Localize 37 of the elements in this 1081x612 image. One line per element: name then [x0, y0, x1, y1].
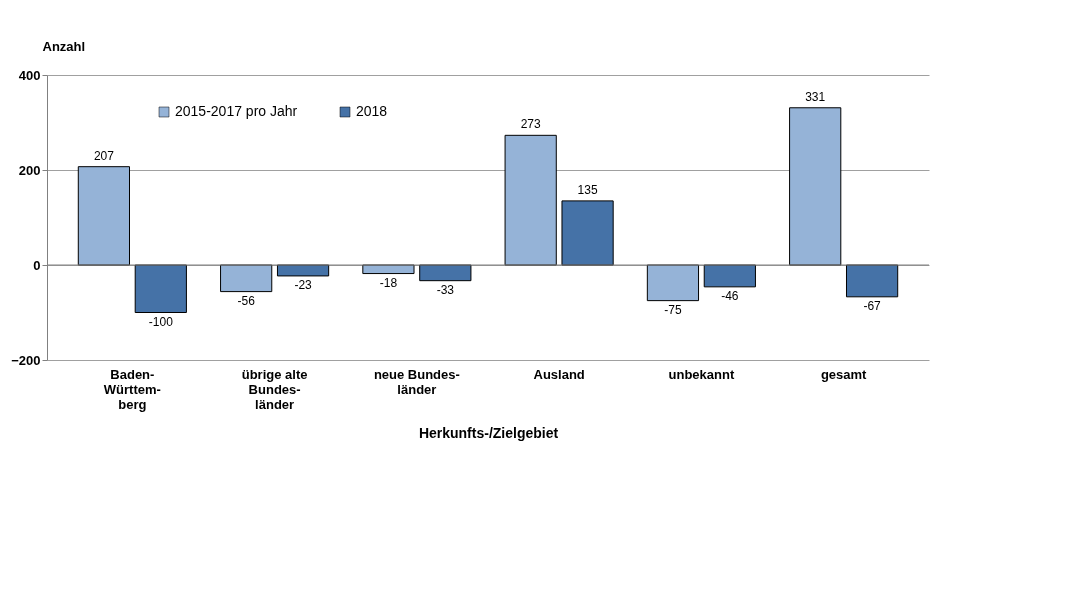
x-tick-label: Ausland — [533, 366, 585, 382]
bar — [276, 264, 330, 277]
bar — [789, 107, 842, 266]
x-tick-label: übrige alte Bundes- länder — [241, 366, 308, 412]
data-label: -18 — [379, 275, 398, 290]
bar — [220, 264, 273, 293]
data-label: -56 — [237, 293, 256, 308]
x-tick-label: unbekannt — [668, 366, 735, 382]
bar — [134, 264, 187, 313]
data-label: 273 — [520, 117, 542, 132]
bar — [703, 264, 756, 288]
y-tick-label: 400 — [18, 67, 41, 83]
data-label: 135 — [577, 182, 598, 197]
bar — [419, 264, 472, 282]
x-tick-label: gesamt — [820, 366, 868, 382]
data-label: -23 — [294, 277, 313, 292]
legend-label: 2018 — [356, 103, 388, 119]
bar — [646, 264, 700, 302]
y-tick-label: 0 — [33, 257, 41, 273]
data-label: -100 — [148, 314, 174, 329]
y-tick-label: 200 — [18, 162, 41, 178]
bar — [77, 166, 131, 266]
data-label: -46 — [721, 288, 739, 303]
bar — [504, 134, 557, 266]
x-tick-label: Baden- Württem- berg — [103, 366, 161, 412]
bar — [561, 200, 614, 266]
data-label: -33 — [436, 282, 455, 297]
legend-label: 2015-2017 pro Jahr — [175, 103, 298, 119]
x-axis-title: Herkunfts-/Zielgebiet — [418, 424, 559, 441]
y-axis-title: Anzahl — [42, 38, 86, 54]
y-tick-label: −200 — [11, 352, 41, 368]
x-tick-label: neue Bundes- länder — [373, 366, 460, 397]
bar — [845, 264, 899, 298]
data-label: 331 — [805, 89, 826, 104]
data-label: -75 — [664, 302, 682, 317]
data-label: 207 — [93, 148, 115, 163]
data-label: -67 — [863, 298, 882, 313]
